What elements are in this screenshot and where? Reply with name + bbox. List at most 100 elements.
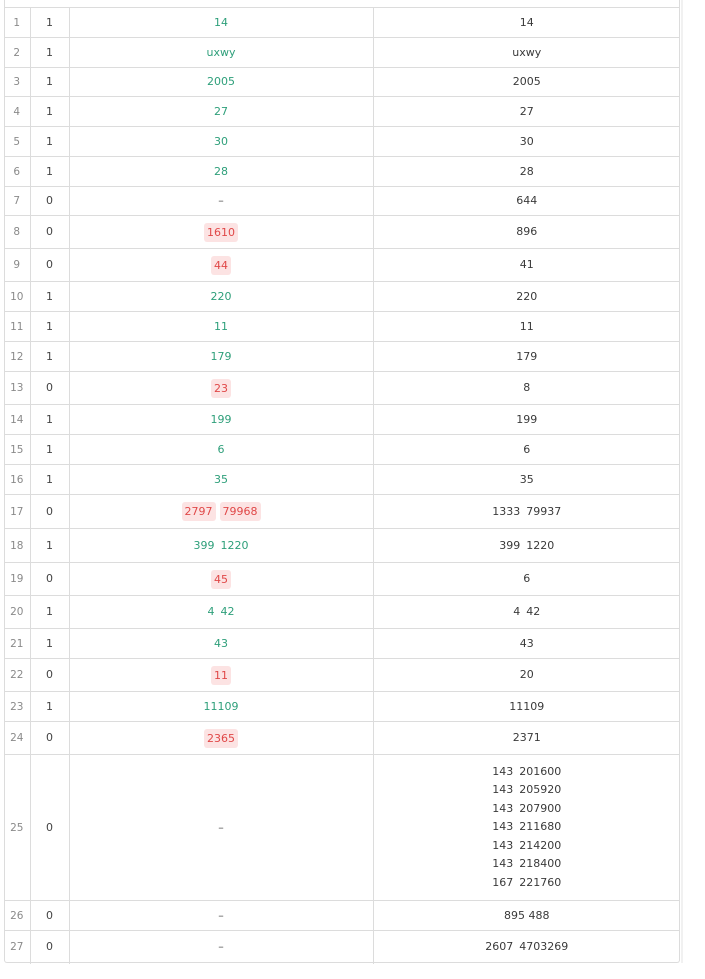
wrong-predicted-value: 2365 [204, 728, 238, 748]
gold-answer-cell: 28 [373, 156, 680, 187]
gold-value: uxwy [512, 45, 542, 59]
predicted-answer-cell: 43 [69, 628, 374, 659]
gold-answer-line: 143 205920 [374, 781, 681, 800]
table-row: 27 0 – 2607 4703269 [4, 930, 680, 964]
row-index: 26 [4, 900, 31, 931]
gold-value: 11 [519, 319, 534, 333]
gold-value: 218400 [519, 857, 562, 871]
table-row: 18 1 399 1220 399 1220 [4, 528, 680, 563]
gold-value: 20 [519, 668, 534, 681]
gold-value: 211680 [519, 820, 562, 834]
gold-value: 28 [519, 164, 534, 178]
table-row: 26 0 – 895 488 [4, 900, 680, 931]
predicted-value: 399 [193, 538, 215, 552]
predicted-answer-cell: 27 [69, 96, 374, 127]
gold-answer-cell: 644 [373, 186, 680, 216]
gold-value: 1333 [492, 504, 521, 518]
wrong-predicted-value: 23 [211, 378, 231, 398]
row-result: 1 [30, 341, 70, 372]
row-index: 17 [4, 494, 31, 529]
gold-value: 2371 [512, 731, 541, 744]
predicted-value: 27 [214, 104, 228, 118]
row-index: 15 [4, 434, 31, 465]
table-row: 3 1 2005 2005 [4, 67, 680, 97]
results-table: 1 1 14 14 2 1 uxwy uxwy 3 1 2005 2005 4 1 27 27 5 1 30 30 6 1… [4, 7, 680, 964]
predicted-answer-cell: 6 [69, 434, 374, 465]
predicted-answer-cell: 4 42 [69, 595, 374, 629]
row-result: 0 [30, 721, 70, 755]
gold-answer-cell: 6 [373, 434, 680, 465]
row-result: 1 [30, 281, 70, 312]
row-index: 4 [4, 96, 31, 127]
row-result: 0 [30, 371, 70, 405]
gold-value: 205920 [519, 783, 562, 797]
predicted-answer-cell: 220 [69, 281, 374, 312]
gold-value: 896 [516, 225, 538, 238]
predicted-answer-cell: 2365 [69, 721, 374, 755]
row-index: 22 [4, 658, 31, 692]
row-index: 6 [4, 156, 31, 187]
gold-value: 644 [516, 194, 538, 207]
predicted-answer-cell: 199 [69, 404, 374, 435]
predicted-answer-cell: – [69, 186, 374, 216]
row-result: 0 [30, 900, 70, 931]
row-result: 1 [30, 67, 70, 97]
gold-value: 199 [516, 412, 538, 426]
table-row: 24 0 2365 2371 [4, 721, 680, 755]
gold-value: 143 [492, 857, 514, 871]
predicted-answer-cell: 399 1220 [69, 528, 374, 563]
gold-answer-line: 143 201600 [374, 763, 681, 782]
table-row: 13 0 23 8 [4, 371, 680, 405]
predicted-value: 42 [220, 605, 235, 618]
predicted-value: 14 [214, 15, 228, 29]
gold-answer-line: 143 207900 [374, 800, 681, 819]
row-result: 1 [30, 126, 70, 157]
predicted-answer-cell: 45 [69, 562, 374, 596]
predicted-value: 220 [210, 289, 232, 303]
predicted-answer-cell: 14 [69, 7, 374, 38]
row-index: 7 [4, 186, 31, 216]
predicted-answer-cell: 2005 [69, 67, 374, 97]
gold-answer-cell: 2005 [373, 67, 680, 97]
row-index: 20 [4, 595, 31, 629]
row-result: 0 [30, 562, 70, 596]
row-result: 1 [30, 37, 70, 68]
wrong-predicted-value: 44 [211, 255, 231, 275]
gold-value: 1220 [526, 538, 555, 552]
gold-answer-cell: 179 [373, 341, 680, 372]
predicted-value: uxwy [206, 45, 236, 59]
gold-value: 143 [492, 801, 514, 815]
page-scrollbar[interactable] [681, 0, 705, 979]
predicted-answer-cell: uxwy [69, 37, 374, 68]
row-index: 23 [4, 691, 31, 722]
table-row: 5 1 30 30 [4, 126, 680, 157]
predicted-value: 11 [214, 319, 228, 333]
gold-answer-cell: 8 [373, 371, 680, 405]
predicted-answer-cell: 30 [69, 126, 374, 157]
gold-answer-cell: 14 [373, 7, 680, 38]
gold-answer-cell: 43 [373, 628, 680, 659]
row-result: 0 [30, 494, 70, 529]
row-result: 0 [30, 658, 70, 692]
row-index: 12 [4, 341, 31, 372]
row-result: 1 [30, 156, 70, 187]
gold-value: 41 [519, 258, 534, 271]
predicted-answer-cell: 35 [69, 464, 374, 495]
table-row: 2 1 uxwy uxwy [4, 37, 680, 68]
gold-answer-cell: 6 [373, 562, 680, 596]
gold-value: 4 [513, 605, 521, 618]
gold-value: 221760 [519, 875, 562, 889]
row-index: 18 [4, 528, 31, 563]
row-index: 21 [4, 628, 31, 659]
wrong-predicted-value: 11 [211, 665, 231, 685]
gold-answer-cell: 20 [373, 658, 680, 692]
gold-value: 79937 [526, 504, 562, 518]
row-result: 0 [30, 754, 70, 901]
predicted-value: 2005 [207, 75, 235, 88]
table-row: 23 1 11109 11109 [4, 691, 680, 722]
row-index: 10 [4, 281, 31, 312]
row-index: 11 [4, 311, 31, 342]
table-row: 11 1 11 11 [4, 311, 680, 342]
empty-marker: – [218, 820, 224, 834]
gold-answer-cell: 2371 [373, 721, 680, 755]
